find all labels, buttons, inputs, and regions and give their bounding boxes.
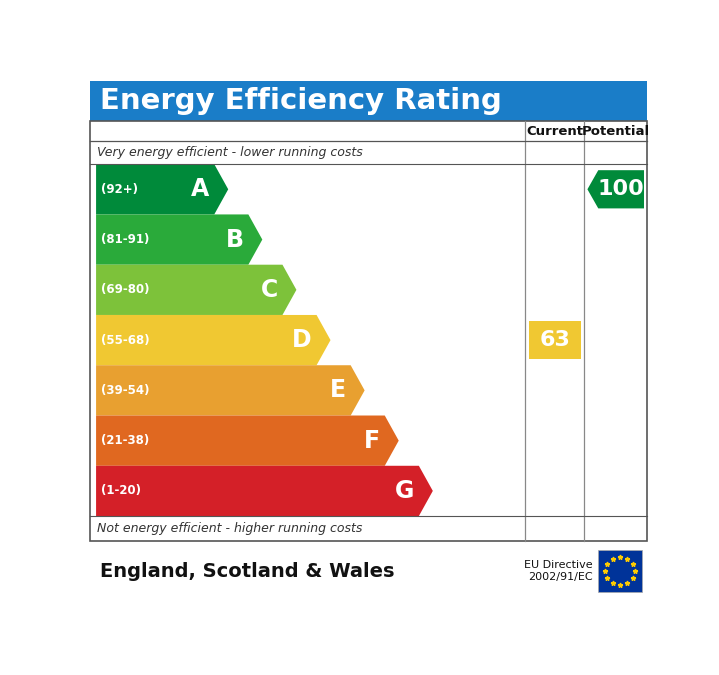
Text: D: D bbox=[293, 328, 312, 352]
Text: Not energy efficient - higher running costs: Not energy efficient - higher running co… bbox=[97, 522, 362, 535]
Text: E: E bbox=[330, 379, 346, 402]
Polygon shape bbox=[96, 466, 433, 516]
Text: (39-54): (39-54) bbox=[101, 384, 150, 397]
Text: A: A bbox=[191, 178, 210, 201]
Bar bbox=[90, 121, 647, 541]
Text: Energy Efficiency Rating: Energy Efficiency Rating bbox=[100, 87, 502, 115]
Text: (55-68): (55-68) bbox=[101, 333, 150, 346]
Text: Potential: Potential bbox=[582, 125, 650, 138]
Text: England, Scotland & Wales: England, Scotland & Wales bbox=[100, 562, 395, 580]
Text: G: G bbox=[395, 479, 414, 503]
Text: C: C bbox=[260, 278, 278, 302]
Text: 100: 100 bbox=[597, 180, 644, 199]
Polygon shape bbox=[96, 416, 399, 466]
Polygon shape bbox=[96, 315, 331, 365]
Text: B: B bbox=[226, 227, 244, 252]
Polygon shape bbox=[587, 170, 644, 209]
Text: EU Directive
2002/91/EC: EU Directive 2002/91/EC bbox=[524, 560, 593, 582]
Bar bbox=[90, 81, 647, 121]
Text: Very energy efficient - lower running costs: Very energy efficient - lower running co… bbox=[97, 146, 363, 159]
Text: F: F bbox=[364, 429, 380, 453]
Text: (81-91): (81-91) bbox=[101, 233, 149, 246]
Polygon shape bbox=[96, 215, 262, 265]
Polygon shape bbox=[96, 265, 296, 315]
Text: (92+): (92+) bbox=[101, 183, 138, 196]
Text: (21-38): (21-38) bbox=[101, 434, 149, 447]
Polygon shape bbox=[96, 365, 365, 416]
Bar bbox=[597, 549, 643, 593]
Bar bbox=[528, 321, 581, 359]
Text: 63: 63 bbox=[539, 330, 570, 350]
Polygon shape bbox=[96, 164, 228, 215]
Text: Current: Current bbox=[526, 125, 583, 138]
Text: (69-80): (69-80) bbox=[101, 284, 150, 296]
Text: (1-20): (1-20) bbox=[101, 485, 141, 497]
